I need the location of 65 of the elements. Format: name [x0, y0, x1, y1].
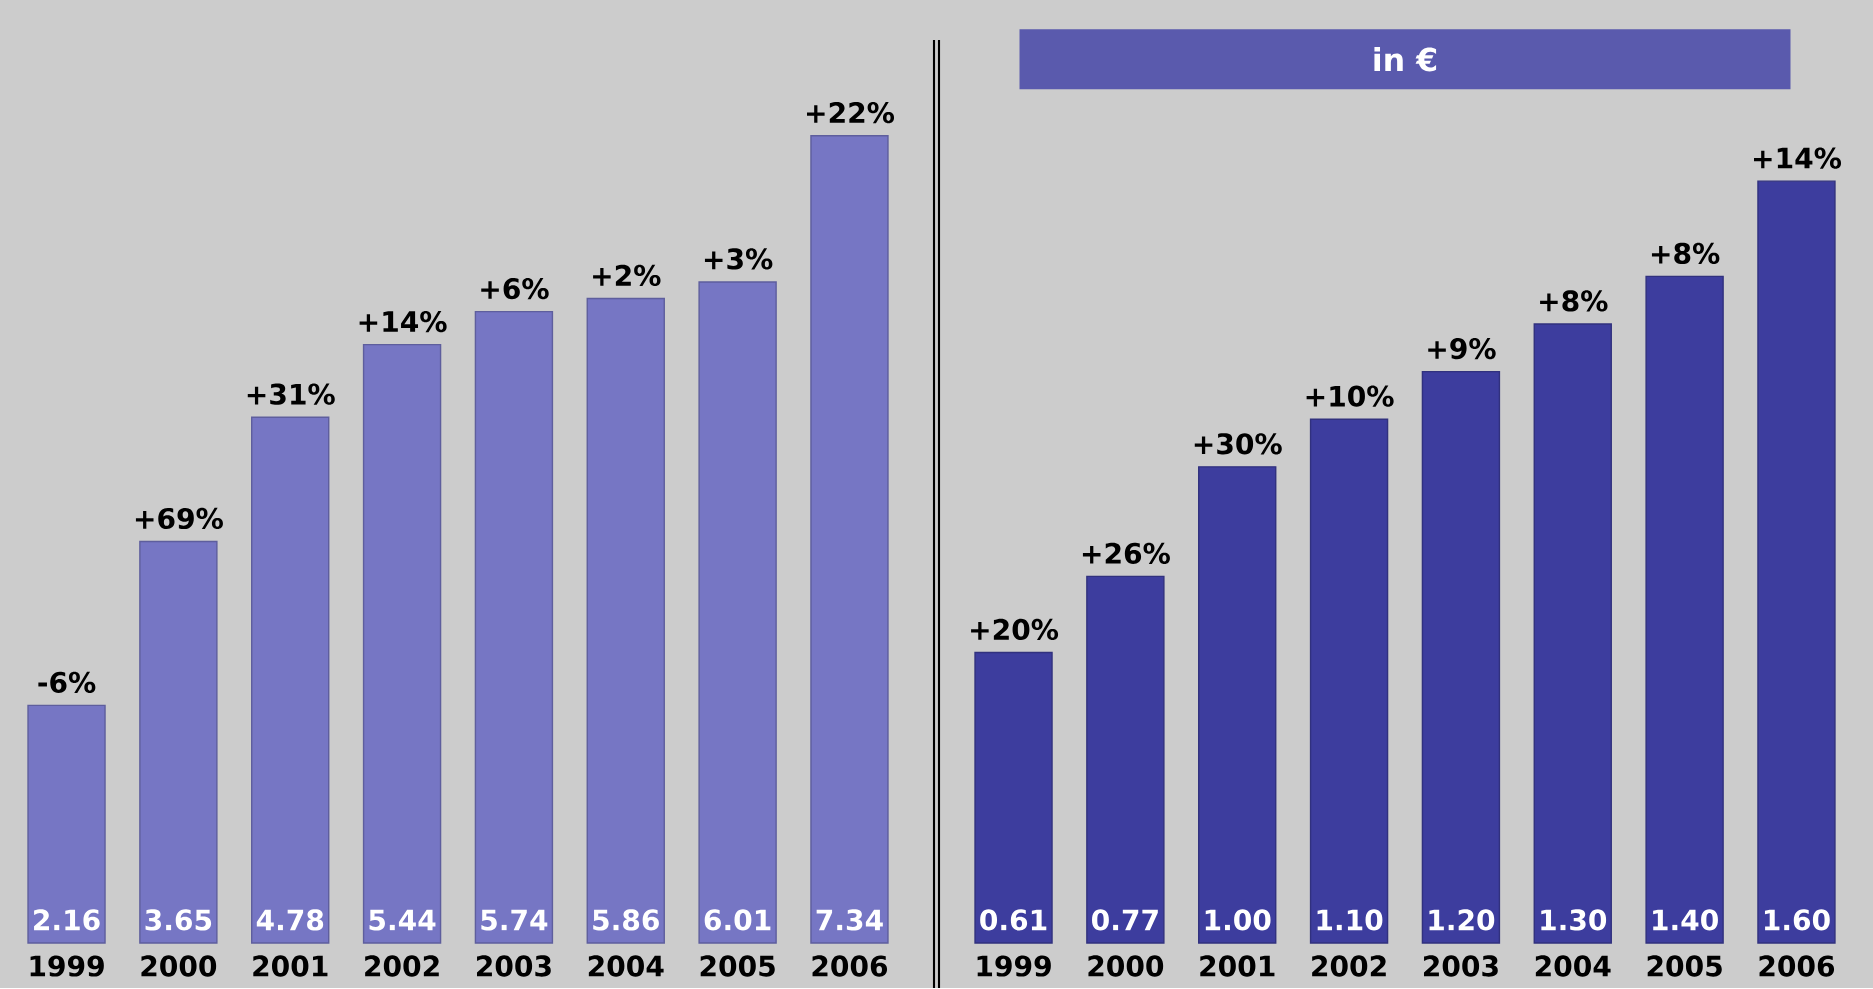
bar: [27, 704, 106, 944]
bar: [586, 297, 665, 944]
data-label: 0.61: [980, 909, 1047, 931]
bar: [974, 651, 1053, 944]
x-tick-label: 2005: [1647, 955, 1722, 977]
bar: [139, 540, 218, 944]
data-label: 5.44: [369, 909, 436, 931]
annotation: +26%: [1082, 542, 1170, 564]
data-label: 3.65: [145, 909, 212, 931]
annotation: +6%: [481, 277, 549, 300]
annotation: +3%: [704, 248, 773, 270]
x-tick-label: 2006: [812, 955, 888, 977]
x-tick-label: 2003: [476, 955, 551, 977]
x-tick-label: 2000: [1088, 955, 1164, 977]
data-label: 1.60: [1764, 909, 1830, 931]
x-tick-label: 2001: [253, 955, 328, 977]
data-label: 7.34: [816, 909, 883, 931]
chart-title: in €: [1374, 47, 1437, 72]
bar: [698, 281, 777, 944]
bar: [1086, 575, 1165, 944]
x-tick-label: 2004: [588, 955, 664, 977]
annotation: +69%: [135, 507, 223, 530]
data-label: 1.40: [1653, 909, 1718, 931]
annotation: +31%: [247, 383, 335, 405]
annotation: +14%: [359, 310, 447, 333]
annotation: +14%: [1754, 147, 1842, 169]
annotation: +30%: [1194, 433, 1282, 455]
bar: [1421, 370, 1501, 944]
bar: [474, 310, 554, 944]
x-tick-label: 2004: [1535, 955, 1611, 977]
x-tick-label: 2006: [1759, 955, 1835, 977]
bar: [1533, 323, 1612, 944]
x-tick-label: 1999: [977, 955, 1051, 977]
bar: [1198, 466, 1277, 944]
bar: [1309, 418, 1389, 944]
data-label: 5.86: [593, 909, 659, 931]
annotation: +8%: [1540, 290, 1608, 312]
x-tick-label: 2005: [700, 955, 775, 977]
data-label: 1.20: [1429, 909, 1495, 931]
x-tick-label: 2002: [365, 955, 439, 977]
data-label: 2.16: [34, 909, 100, 931]
annotation: +20%: [971, 618, 1059, 641]
data-label: 5.74: [481, 909, 548, 931]
data-label: 6.01: [704, 909, 771, 931]
bar: [251, 416, 330, 944]
x-tick-label: 1999: [30, 955, 104, 977]
annotation: +10%: [1306, 385, 1394, 407]
data-label: 1.30: [1541, 909, 1607, 931]
annotation: +2%: [593, 264, 661, 287]
annotation: +8%: [1651, 242, 1720, 264]
annotation: -6%: [38, 671, 96, 693]
data-label: 1.00: [1205, 909, 1271, 931]
data-label: 1.10: [1317, 909, 1383, 931]
bar: [362, 343, 442, 944]
bar: [810, 134, 889, 944]
annotation: +22%: [807, 101, 895, 124]
annotation: +9%: [1428, 337, 1496, 360]
data-label: 0.77: [1092, 909, 1158, 931]
x-tick-label: 2003: [1423, 955, 1498, 977]
x-tick-label: 2001: [1200, 955, 1275, 977]
bar: [1757, 180, 1836, 944]
bar: [1645, 275, 1724, 944]
x-tick-label: 2000: [141, 955, 217, 977]
x-tick-label: 2002: [1312, 955, 1386, 977]
data-label: 4.78: [256, 909, 324, 931]
